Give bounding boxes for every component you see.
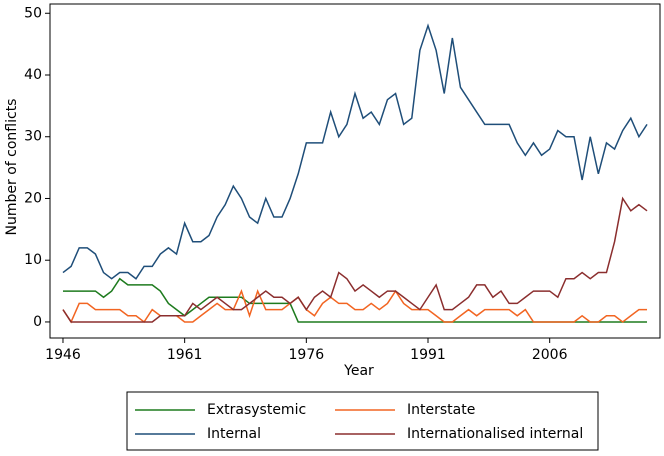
series-line (62, 277, 648, 323)
y-axis-title: Number of conflicts (4, 99, 20, 236)
plot-frame (49, 3, 661, 339)
x-tick-label: 2006 (532, 347, 568, 363)
series-line (62, 23, 648, 280)
legend-label: Extrasystemic (207, 402, 306, 418)
x-tick-label: 1961 (167, 347, 203, 363)
y-tick-label: 30 (24, 129, 42, 145)
x-tick-label: 1991 (410, 347, 446, 363)
x-tick-label: 1976 (289, 347, 325, 363)
legend-box (126, 391, 599, 451)
y-tick-label: 20 (24, 190, 42, 206)
x-axis-title: Year (343, 363, 374, 379)
y-tick-label: 50 (24, 5, 42, 21)
y-tick-label: 40 (24, 67, 42, 83)
legend-label: Internal (207, 426, 261, 442)
legend-label: Internationalised internal (407, 426, 583, 442)
y-tick-label: 0 (33, 314, 42, 330)
legend-label: Interstate (407, 402, 475, 418)
series-line (62, 196, 648, 323)
series-line (62, 288, 648, 324)
y-tick-label: 10 (24, 252, 42, 268)
x-tick-label: 1946 (45, 347, 81, 363)
